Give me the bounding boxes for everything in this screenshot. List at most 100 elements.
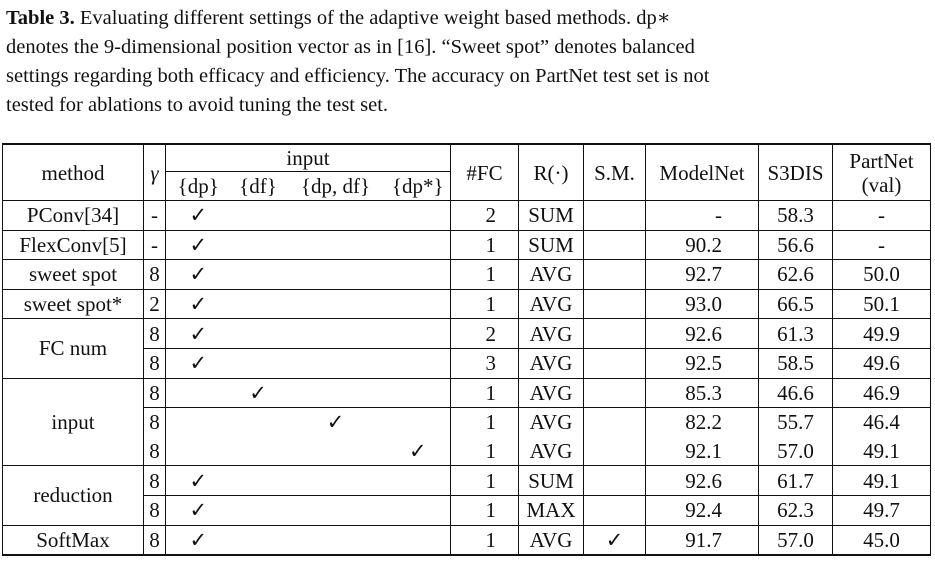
cell: 8: [143, 495, 166, 526]
cell: MAX: [518, 495, 584, 526]
check-cell: ✓: [165, 230, 231, 260]
cell: [583, 348, 646, 379]
check-cell: [230, 259, 286, 290]
cell: 2: [143, 289, 166, 319]
cell: [583, 259, 646, 290]
check-cell: [230, 465, 286, 496]
cell: 46.6: [758, 377, 833, 409]
table-row: 8 ✓ 1 AVG 82.2 55.7 46.4: [3, 407, 931, 437]
cell: 92.6: [645, 318, 759, 349]
cell: -: [143, 230, 166, 260]
caption-line: tested for ablations to avoid tuning the…: [6, 94, 389, 116]
cell: AVG: [518, 318, 584, 349]
cell: 50.1: [832, 289, 931, 319]
method-cell: sweet spot*: [2, 289, 144, 319]
header-cell: {df}: [230, 171, 286, 201]
cell: [583, 407, 646, 437]
check-cell: [231, 348, 286, 378]
check-cell: ✓: [165, 318, 231, 349]
cell: 56.6: [758, 230, 833, 260]
cell: 82.2: [645, 407, 759, 437]
cell: 8: [143, 348, 166, 379]
cell: SUM: [518, 200, 584, 231]
check-cell: ✓: [165, 289, 231, 319]
cell: 62.6: [758, 259, 833, 290]
cell: 46.4: [832, 407, 931, 437]
check-cell: [385, 200, 451, 231]
check-cell: ✓: [165, 465, 231, 496]
header-row: {dp} {df} {dp, df} {dp*}: [3, 171, 931, 201]
check-cell: [231, 230, 286, 260]
cell: 8: [143, 407, 166, 437]
method-cell: sweet spot: [2, 259, 144, 290]
caption-label: Table 3.: [6, 7, 75, 29]
check-cell: [285, 259, 386, 290]
cell: SUM: [518, 465, 584, 496]
cell: 45.0: [832, 524, 931, 556]
check-cell: [230, 200, 286, 231]
cell: 61.7: [758, 465, 833, 496]
cell: 66.5: [758, 289, 833, 319]
check-cell: [165, 436, 231, 466]
header-cell: {dp}: [165, 171, 231, 201]
cell: 91.7: [645, 524, 759, 556]
table-row: input 8 ✓ 1 AVG 85.3 46.6 46.9: [2, 377, 931, 467]
caption-line: Table 3. Evaluating different settings o…: [6, 4, 709, 33]
check-cell: [385, 259, 451, 290]
check-cell: [385, 289, 451, 319]
table-row: reduction 8 ✓ 1 SUM 92.6 61.7 49.1: [2, 465, 931, 526]
cell: 8: [143, 377, 166, 409]
cell: AVG: [518, 524, 584, 556]
results-table: method γ input #FC R(·) S.M. ModelNet S3DIS Part…: [2, 143, 931, 557]
cell: 1: [450, 377, 519, 409]
cell: 61.3: [758, 318, 833, 349]
table-row: FC num 8 ✓ 2 AVG 92.6 61.3 49.9: [2, 318, 931, 379]
check-cell: [286, 289, 386, 319]
header-cell: {dp*}: [385, 171, 451, 201]
header-text: PartNet: [849, 148, 914, 173]
check-cell: [286, 437, 386, 466]
check-cell: [385, 495, 451, 526]
header-cell: S.M.: [583, 143, 646, 201]
cell: 92.5: [645, 348, 759, 379]
header-cell: ModelNet: [645, 143, 759, 201]
cell: 93.0: [645, 289, 759, 319]
cell: 1: [450, 259, 519, 290]
check-cell: ✓: [165, 200, 231, 231]
cell: ✓: [583, 524, 646, 556]
cell: 1: [450, 495, 519, 526]
check-cell: [385, 230, 451, 260]
header-cell: {dp, df}: [285, 171, 386, 201]
cell: 92.6: [645, 465, 759, 496]
cell: 1: [450, 436, 519, 466]
cell: 8: [143, 318, 166, 349]
table-row: FlexConv[5] - ✓ 1 SUM 90.2 56.6-: [2, 230, 931, 260]
check-cell: [286, 348, 386, 378]
check-cell: [385, 348, 451, 379]
check-cell: [385, 465, 451, 496]
cell: [583, 465, 646, 496]
header-row: method γ input #FC R(·) S.M. ModelNet S3DIS Part…: [2, 143, 931, 201]
cell: [583, 318, 646, 349]
check-cell: [286, 230, 386, 260]
cell: 2: [450, 200, 519, 231]
check-cell: [385, 524, 451, 556]
cell: -: [832, 200, 931, 231]
cell: AVG: [518, 407, 584, 437]
check-cell: [285, 465, 386, 496]
table-row: SoftMax 8 ✓ 1 AVG ✓ 91.7 57.0 45.0: [2, 524, 931, 556]
cell: 92.4: [645, 495, 759, 526]
check-cell: [165, 407, 231, 437]
check-cell: ✓: [165, 495, 231, 526]
cell: -: [143, 200, 166, 231]
cell: 50.0: [832, 259, 931, 290]
header-cell: γ: [143, 143, 166, 201]
cell: 1: [450, 465, 519, 496]
check-cell: ✓: [230, 377, 286, 409]
cell: AVG: [518, 377, 584, 409]
check-cell: ✓: [326, 410, 345, 435]
cell: 8: [143, 524, 166, 556]
check-cell: [285, 318, 386, 349]
cell: -: [645, 200, 759, 231]
method-cell: PConv[34]: [2, 200, 144, 231]
